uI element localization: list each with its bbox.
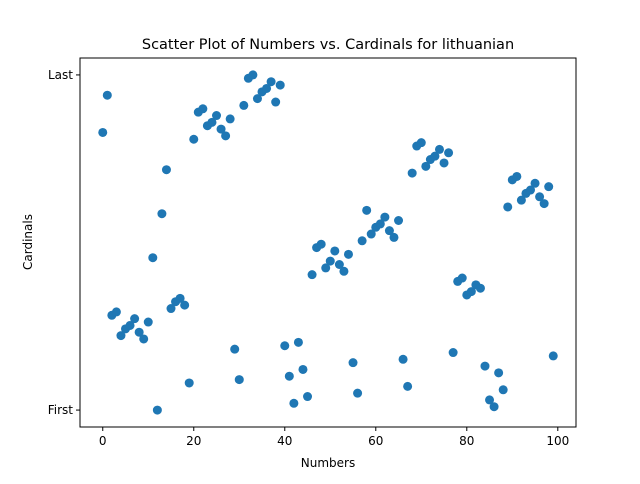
scatter-point xyxy=(293,337,303,347)
scatter-point xyxy=(157,209,167,219)
x-tick-label: 80 xyxy=(459,434,474,448)
scatter-point xyxy=(189,134,199,144)
scatter-point xyxy=(421,161,431,171)
scatter-point xyxy=(466,287,476,297)
x-tick-label: 0 xyxy=(99,434,107,448)
scatter-point xyxy=(416,138,426,148)
scatter-point xyxy=(139,334,149,344)
scatter-point xyxy=(439,158,449,168)
scatter-point xyxy=(239,100,249,110)
scatter-point xyxy=(152,405,162,415)
scatter-point xyxy=(434,144,444,154)
scatter-point xyxy=(180,300,190,310)
scatter-point xyxy=(111,307,121,317)
scatter-point xyxy=(530,178,540,188)
scatter-point xyxy=(280,341,290,351)
y-axis-label: Cardinals xyxy=(21,214,35,270)
scatter-point xyxy=(498,385,508,395)
scatter-point xyxy=(303,392,313,402)
scatter-point xyxy=(307,270,317,280)
scatter-point xyxy=(161,165,171,175)
x-tick-label: 20 xyxy=(186,434,201,448)
scatter-point xyxy=(334,260,344,270)
scatter-point xyxy=(494,368,504,378)
scatter-point xyxy=(212,111,222,121)
scatter-point xyxy=(457,273,467,283)
scatter-point xyxy=(343,249,353,259)
scatter-point xyxy=(503,202,513,212)
scatter-point xyxy=(325,256,335,266)
scatter-point xyxy=(444,148,454,158)
scatter-point xyxy=(116,331,126,341)
scatter-point xyxy=(375,219,385,229)
scatter-point xyxy=(362,205,372,215)
scatter-point xyxy=(548,351,558,361)
scatter-point xyxy=(535,192,545,202)
scatter-point xyxy=(544,182,554,192)
scatter-point xyxy=(198,104,208,114)
scatter-point xyxy=(102,90,112,100)
axes-frame xyxy=(79,57,577,428)
scatter-point xyxy=(266,77,276,87)
y-tick-label: First xyxy=(48,403,74,417)
scatter-point xyxy=(489,402,499,412)
scatter-point xyxy=(353,388,363,398)
x-tick-label: 100 xyxy=(546,434,569,448)
scatter-point xyxy=(480,361,490,371)
scatter-point xyxy=(130,314,140,324)
scatter-point xyxy=(407,168,417,178)
scatter-point xyxy=(252,94,262,104)
scatter-point xyxy=(339,266,349,276)
scatter-point xyxy=(348,358,358,368)
scatter-point xyxy=(248,70,258,80)
scatter-point xyxy=(289,398,299,408)
scatter-point xyxy=(166,304,176,314)
scatter-point xyxy=(284,371,294,381)
x-tick-label: 40 xyxy=(277,434,292,448)
scatter-point xyxy=(516,195,526,205)
scatter-point xyxy=(525,185,535,195)
scatter-point xyxy=(184,378,194,388)
scatter-point xyxy=(175,293,185,303)
y-tick-label: Last xyxy=(48,68,73,82)
scatter-point xyxy=(225,114,235,124)
scatter-point xyxy=(380,212,390,222)
scatter-point xyxy=(330,246,340,256)
scatter-point xyxy=(448,348,458,358)
scatter-point xyxy=(98,127,108,137)
scatter-point xyxy=(230,344,240,354)
chart-title: Scatter Plot of Numbers vs. Cardinals fo… xyxy=(142,37,514,53)
scatter-point xyxy=(389,232,399,242)
scatter-point xyxy=(262,83,272,93)
scatter-point xyxy=(221,131,231,141)
scatter-point xyxy=(216,124,226,134)
scatter-point xyxy=(512,171,522,181)
scatter-point xyxy=(271,97,281,107)
scatter-point xyxy=(234,375,244,385)
scatter-point xyxy=(207,117,217,127)
x-tick-label: 60 xyxy=(368,434,383,448)
scatter-point xyxy=(275,80,285,90)
scatter-point xyxy=(125,320,135,330)
scatter-point xyxy=(394,215,404,225)
scatter-point xyxy=(316,239,326,249)
scatter-point xyxy=(475,283,485,293)
scatter-point xyxy=(430,151,440,161)
scatter-point xyxy=(403,381,413,391)
scatter-point xyxy=(143,317,153,327)
scatter-point xyxy=(321,263,331,273)
scatter-point xyxy=(366,229,376,239)
scatter-point xyxy=(398,354,408,364)
scatter-point xyxy=(298,364,308,374)
scatter-point xyxy=(357,236,367,246)
scatter-point xyxy=(148,253,158,263)
scatter-point xyxy=(485,395,495,405)
scatter-point xyxy=(384,226,394,236)
scatter-point xyxy=(539,199,549,209)
x-axis-label: Numbers xyxy=(301,456,355,470)
scatter-point xyxy=(134,327,144,337)
